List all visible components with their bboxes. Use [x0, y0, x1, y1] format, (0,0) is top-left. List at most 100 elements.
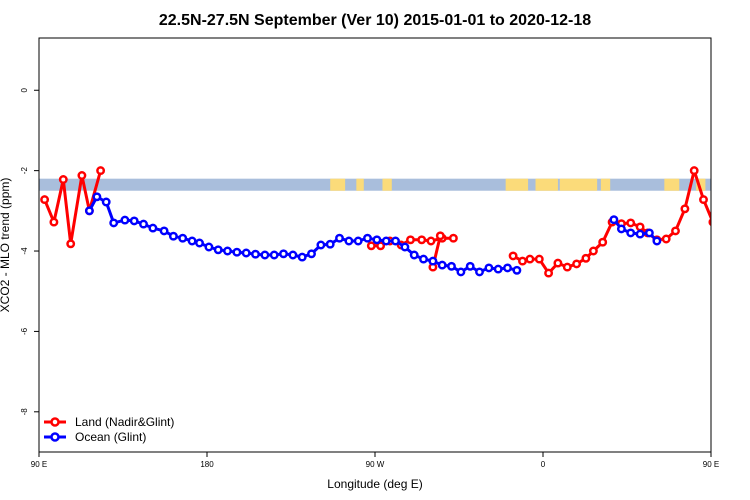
x-axis: 90 E 180 90 W 0 90 E — [31, 452, 719, 469]
data-point — [626, 218, 636, 228]
data-point — [435, 231, 445, 241]
data-point — [644, 228, 654, 238]
data-point — [448, 233, 458, 243]
data-point — [335, 233, 344, 243]
data-point — [699, 195, 708, 205]
land-patch — [664, 178, 680, 191]
data-point — [409, 250, 419, 260]
data-point — [232, 247, 242, 257]
data-point — [635, 229, 645, 239]
data-point — [213, 245, 223, 255]
data-point — [178, 233, 188, 243]
data-point — [503, 263, 512, 273]
data-point — [159, 226, 169, 236]
data-point — [168, 231, 178, 241]
y-tick-label: -2 — [20, 167, 29, 175]
data-point — [572, 259, 582, 269]
legend-label: Land (Nadir&Glint) — [75, 415, 174, 429]
data-point — [49, 217, 59, 227]
y-axis: 0 -2 -4 -6 -8 — [20, 87, 39, 415]
data-point — [84, 206, 94, 216]
land-patch — [600, 178, 611, 191]
data-point — [512, 265, 522, 275]
data-point — [428, 256, 438, 266]
data-point — [307, 249, 316, 259]
data-point — [525, 254, 535, 264]
data-point — [437, 260, 447, 270]
data-point — [508, 251, 518, 261]
data-point — [344, 236, 354, 246]
data-point — [534, 254, 544, 264]
series-ocean — [84, 192, 750, 277]
legend-label: Ocean (Glint) — [75, 430, 146, 444]
land-patch — [382, 178, 392, 191]
y-tick-label: 0 — [20, 87, 29, 92]
data-point — [745, 208, 750, 214]
data-point — [366, 241, 376, 251]
data-point — [588, 246, 598, 256]
data-point — [609, 215, 619, 225]
data-point — [719, 176, 725, 182]
data-point — [581, 253, 591, 263]
land-patch — [356, 178, 364, 191]
chart-title: 22.5N-27.5N September (Ver 10) 2015-01-0… — [159, 12, 591, 29]
data-point — [475, 267, 484, 277]
data-point — [417, 235, 427, 245]
data-point — [689, 166, 699, 176]
data-point — [635, 222, 645, 232]
data-point — [598, 237, 608, 247]
y-tick-label: -8 — [20, 408, 29, 416]
data-point — [671, 226, 680, 236]
data-point — [187, 236, 197, 246]
x-tick-label: 90 W — [366, 460, 385, 469]
data-point — [58, 175, 68, 184]
x-tick-label: 0 — [541, 460, 546, 469]
data-point — [139, 219, 148, 229]
x-tick-label: 90 E — [31, 460, 47, 469]
data-point — [616, 224, 626, 234]
data-point — [66, 239, 76, 249]
data-point — [316, 240, 326, 250]
data-point — [363, 233, 372, 243]
land-patch — [696, 178, 706, 191]
data-point — [195, 238, 204, 248]
land-patch — [559, 178, 598, 191]
data-point — [562, 262, 572, 272]
data-point — [652, 236, 662, 246]
data-point — [376, 241, 386, 251]
data-point — [544, 268, 554, 278]
data-point — [325, 239, 335, 249]
data-point — [738, 172, 744, 178]
data-point — [204, 242, 214, 252]
data-point — [680, 204, 690, 214]
data-point — [419, 254, 428, 264]
x-tick-label: 90 E — [703, 460, 719, 469]
legend-item: Land (Nadir&Glint) — [44, 415, 174, 429]
data-point — [251, 249, 260, 259]
legend-swatch-marker — [50, 417, 60, 427]
data-point — [728, 241, 734, 247]
data-point — [148, 223, 158, 233]
data-point — [92, 192, 102, 202]
data-point — [101, 197, 111, 207]
data-point — [484, 263, 494, 273]
data-point — [223, 246, 232, 256]
land-patch — [535, 178, 558, 191]
legend-item: Ocean (Glint) — [44, 430, 146, 444]
data-point — [269, 250, 279, 260]
data-point — [241, 248, 251, 258]
data-point — [109, 218, 119, 228]
land-patch — [505, 178, 529, 191]
y-axis-label: XCO2 - MLO trend (ppm) — [0, 178, 12, 313]
series-layer — [40, 166, 750, 278]
x-axis-label: Longitude (deg E) — [327, 477, 422, 491]
legend: Land (Nadir&Glint)Ocean (Glint) — [44, 415, 174, 444]
data-point — [381, 236, 391, 246]
data-point — [297, 252, 307, 262]
data-point — [288, 250, 298, 260]
x-tick-label: 180 — [200, 460, 214, 469]
data-point — [40, 195, 50, 205]
data-point — [260, 250, 270, 260]
y-tick-label: -6 — [20, 327, 29, 335]
